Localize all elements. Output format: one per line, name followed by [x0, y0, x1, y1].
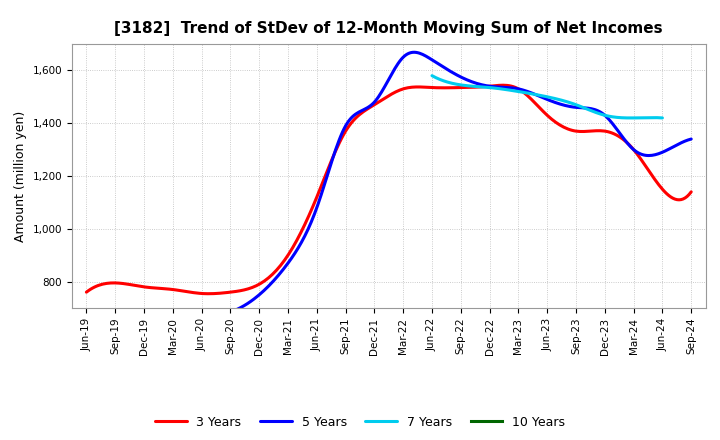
3 Years: [596, 128, 605, 133]
5 Years: [687, 136, 696, 142]
3 Years: [84, 288, 93, 293]
5 Years: [500, 84, 509, 90]
5 Years: [613, 128, 622, 133]
3 Years: [687, 189, 696, 194]
Line: 5 Years: 5 Years: [202, 52, 691, 315]
Legend: 3 Years, 5 Years, 7 Years, 10 Years: 3 Years, 5 Years, 7 Years, 10 Years: [150, 411, 570, 434]
7 Years: [569, 101, 577, 106]
7 Years: [428, 73, 437, 79]
7 Years: [622, 115, 631, 121]
7 Years: [565, 100, 574, 105]
Title: [3182]  Trend of StDev of 12-Month Moving Sum of Net Incomes: [3182] Trend of StDev of 12-Month Moving…: [114, 21, 663, 36]
Line: 3 Years: 3 Years: [86, 85, 691, 294]
5 Years: [492, 84, 500, 89]
5 Years: [410, 50, 419, 55]
7 Years: [637, 115, 646, 121]
5 Years: [644, 153, 653, 158]
3 Years: [444, 85, 453, 91]
7 Years: [428, 73, 436, 78]
Y-axis label: Amount (million yen): Amount (million yen): [14, 110, 27, 242]
7 Years: [626, 115, 634, 121]
5 Years: [490, 84, 499, 89]
Line: 7 Years: 7 Years: [432, 76, 662, 118]
3 Years: [499, 83, 508, 88]
3 Years: [634, 154, 643, 159]
3 Years: [442, 85, 451, 91]
5 Years: [197, 311, 206, 316]
3 Years: [82, 290, 91, 295]
7 Years: [658, 115, 667, 121]
3 Years: [204, 291, 212, 297]
7 Years: [564, 99, 572, 105]
5 Years: [209, 312, 217, 317]
3 Years: [454, 85, 463, 90]
5 Years: [199, 311, 207, 316]
